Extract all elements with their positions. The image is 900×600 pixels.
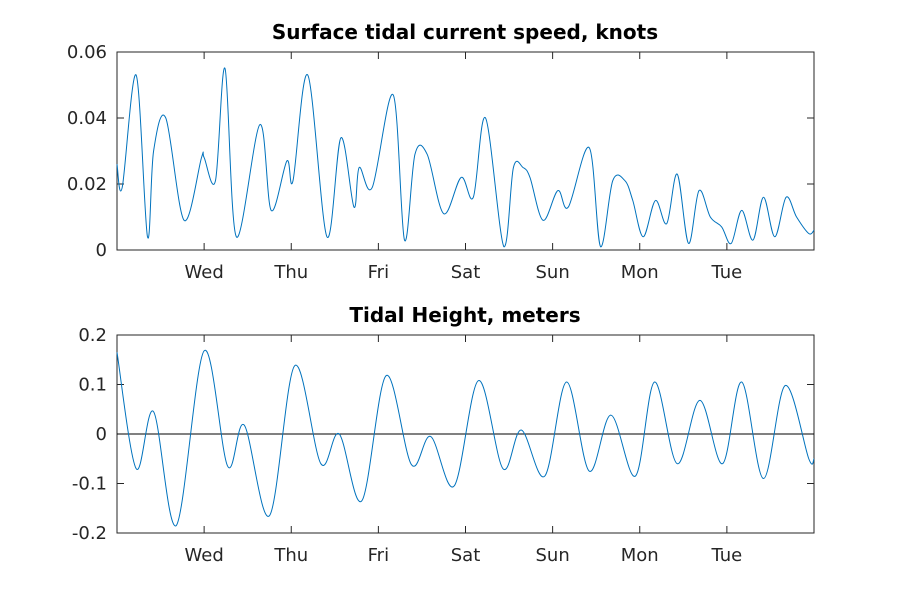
tidal-height-series-line xyxy=(116,350,815,527)
current-speed-x-tick-labels: Wed Thu Fri Sat Sun Mon Tue xyxy=(185,262,743,283)
tidal-height-x-tick-labels: Wed Thu Fri Sat Sun Mon Tue xyxy=(185,545,743,566)
tidal-height-title: Tidal Height, meters xyxy=(349,303,580,327)
tidal-height-y-tick-label: -0.1 xyxy=(72,474,107,495)
current-speed-y-tick-labels: 0 0.02 0.04 0.06 xyxy=(67,42,107,261)
tidal-height-y-tick-label: -0.2 xyxy=(72,523,107,544)
current-speed-ticks xyxy=(117,51,814,251)
current-speed-x-tick-label: Thu xyxy=(273,262,308,283)
current-speed-series-line xyxy=(116,67,815,248)
tidal-height-chart: Tidal Height, meters -0.2 -0.1 0 0.1 0.2 Wed… xyxy=(72,303,815,566)
tidal-height-x-tick-label: Sun xyxy=(536,545,570,566)
tidal-height-y-tick-label: 0.2 xyxy=(78,325,107,346)
tidal-height-y-tick-label: 0.1 xyxy=(78,375,107,396)
tidal-height-x-tick-label: Thu xyxy=(273,545,308,566)
current-speed-x-tick-label: Sat xyxy=(451,262,481,283)
current-speed-y-tick-label: 0.02 xyxy=(67,174,107,195)
current-speed-x-tick-label: Wed xyxy=(185,262,224,283)
current-speed-y-tick-label: 0 xyxy=(96,240,107,261)
tidal-height-y-tick-label: 0 xyxy=(96,424,107,445)
current-speed-x-tick-label: Fri xyxy=(368,262,389,283)
current-speed-x-tick-label: Tue xyxy=(711,262,743,283)
tidal-height-x-tick-label: Sat xyxy=(451,545,481,566)
tidal-height-ticks xyxy=(117,334,814,534)
current-speed-y-tick-label: 0.06 xyxy=(67,42,107,63)
tidal-height-x-tick-label: Fri xyxy=(368,545,389,566)
tidal-height-y-tick-labels: -0.2 -0.1 0 0.1 0.2 xyxy=(72,325,107,544)
current-speed-y-tick-label: 0.04 xyxy=(67,108,107,129)
current-speed-title: Surface tidal current speed, knots xyxy=(272,20,658,44)
tidal-height-x-tick-label: Wed xyxy=(185,545,224,566)
current-speed-marks xyxy=(116,67,815,248)
tidal-height-x-tick-label: Tue xyxy=(711,545,743,566)
current-speed-x-tick-label: Sun xyxy=(536,262,570,283)
current-speed-chart: Surface tidal current speed, knots 0 0.02… xyxy=(67,20,815,283)
tidal-height-x-tick-label: Mon xyxy=(621,545,659,566)
tidal-height-marks xyxy=(116,350,815,527)
current-speed-x-tick-label: Mon xyxy=(621,262,659,283)
